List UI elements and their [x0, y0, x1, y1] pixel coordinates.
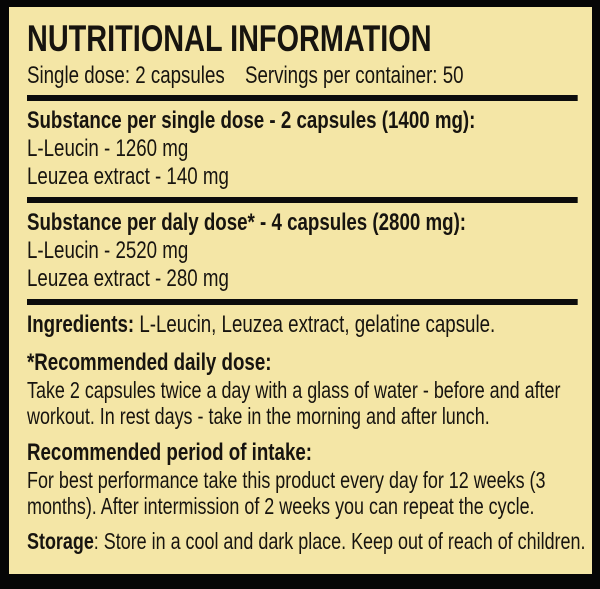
storage-line: Storage: Store in a cool and dark place.…: [27, 527, 585, 554]
daily-dose-heading: *Recommended daily dose:: [27, 348, 272, 376]
label-content: NUTRITIONAL INFORMATION Single dose: 2 c…: [27, 18, 585, 554]
nutrition-label-panel: NUTRITIONAL INFORMATION Single dose: 2 c…: [9, 7, 592, 574]
substance-row: Leuzea extract - 140 mg: [27, 162, 229, 190]
ingredients-line: Ingredients: L-Leucin, Leuzea extract, g…: [27, 311, 578, 339]
storage-label: Storage: [27, 527, 94, 554]
servings-per-container-text: Servings per container: 50: [245, 61, 464, 89]
daily-dose-section-heading: Substance per daly dose* - 4 capsules (2…: [27, 208, 467, 236]
substance-row: L-Leucin - 1260 mg: [27, 134, 189, 162]
intake-period-heading: Recommended period of intake:: [27, 438, 313, 466]
divider-middle: [27, 196, 578, 203]
storage-text: : Store in a cool and dark place. Keep o…: [93, 527, 586, 554]
divider-top: [27, 94, 578, 101]
single-dose-text: Single dose: 2 capsules: [27, 61, 225, 89]
single-dose-section-heading: Substance per single dose - 2 capsules (…: [27, 106, 476, 134]
label-title: NUTRITIONAL INFORMATION: [27, 18, 432, 59]
ingredients-text: L-Leucin, Leuzea extract, gelatine capsu…: [134, 310, 496, 338]
substance-row: L-Leucin - 2520 mg: [27, 236, 189, 264]
ingredients-label: Ingredients:: [27, 310, 135, 338]
intake-period-text: For best performance take this product e…: [27, 466, 546, 519]
serving-line: Single dose: 2 capsules Servings per con…: [27, 61, 578, 89]
divider-bottom: [27, 298, 578, 305]
daily-dose-text: Take 2 capsules twice a day with a glass…: [27, 376, 561, 429]
substance-row: Leuzea extract - 280 mg: [27, 264, 229, 292]
